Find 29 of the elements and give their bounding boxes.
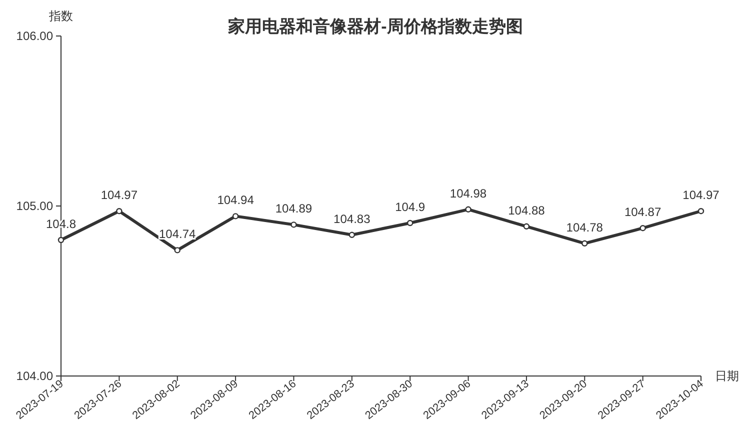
data-label: 104.9 — [395, 200, 426, 214]
x-axis-title: 日期 — [715, 369, 739, 383]
chart-title: 家用电器和音像器材-周价格指数走势图 — [227, 17, 523, 36]
point — [698, 208, 704, 214]
point — [523, 223, 530, 230]
data-label: 104.97 — [682, 188, 720, 202]
y-tick-label: 105.00 — [16, 199, 54, 213]
data-label: 104.83 — [334, 212, 371, 226]
point — [465, 206, 472, 212]
data-label: 104.89 — [275, 202, 312, 216]
data-label: 104.78 — [566, 220, 604, 234]
point — [406, 220, 414, 226]
data-label: 104.87 — [624, 205, 662, 220]
point — [640, 225, 646, 232]
data-label: 104.98 — [450, 186, 487, 200]
data-label: 104.97 — [100, 188, 138, 202]
point — [348, 232, 356, 238]
data-label: 104.88 — [508, 203, 546, 218]
y-tick-label: 104.00 — [16, 369, 54, 383]
point — [582, 240, 588, 246]
y-tick-label: 106.00 — [16, 29, 54, 43]
point — [174, 247, 180, 254]
point — [116, 208, 122, 214]
y-axis-title: 指数 — [48, 9, 73, 23]
data-label: 104.74 — [159, 227, 196, 242]
data-label: 104.94 — [217, 193, 254, 208]
point — [58, 236, 64, 244]
point — [232, 213, 239, 220]
point — [290, 222, 297, 228]
